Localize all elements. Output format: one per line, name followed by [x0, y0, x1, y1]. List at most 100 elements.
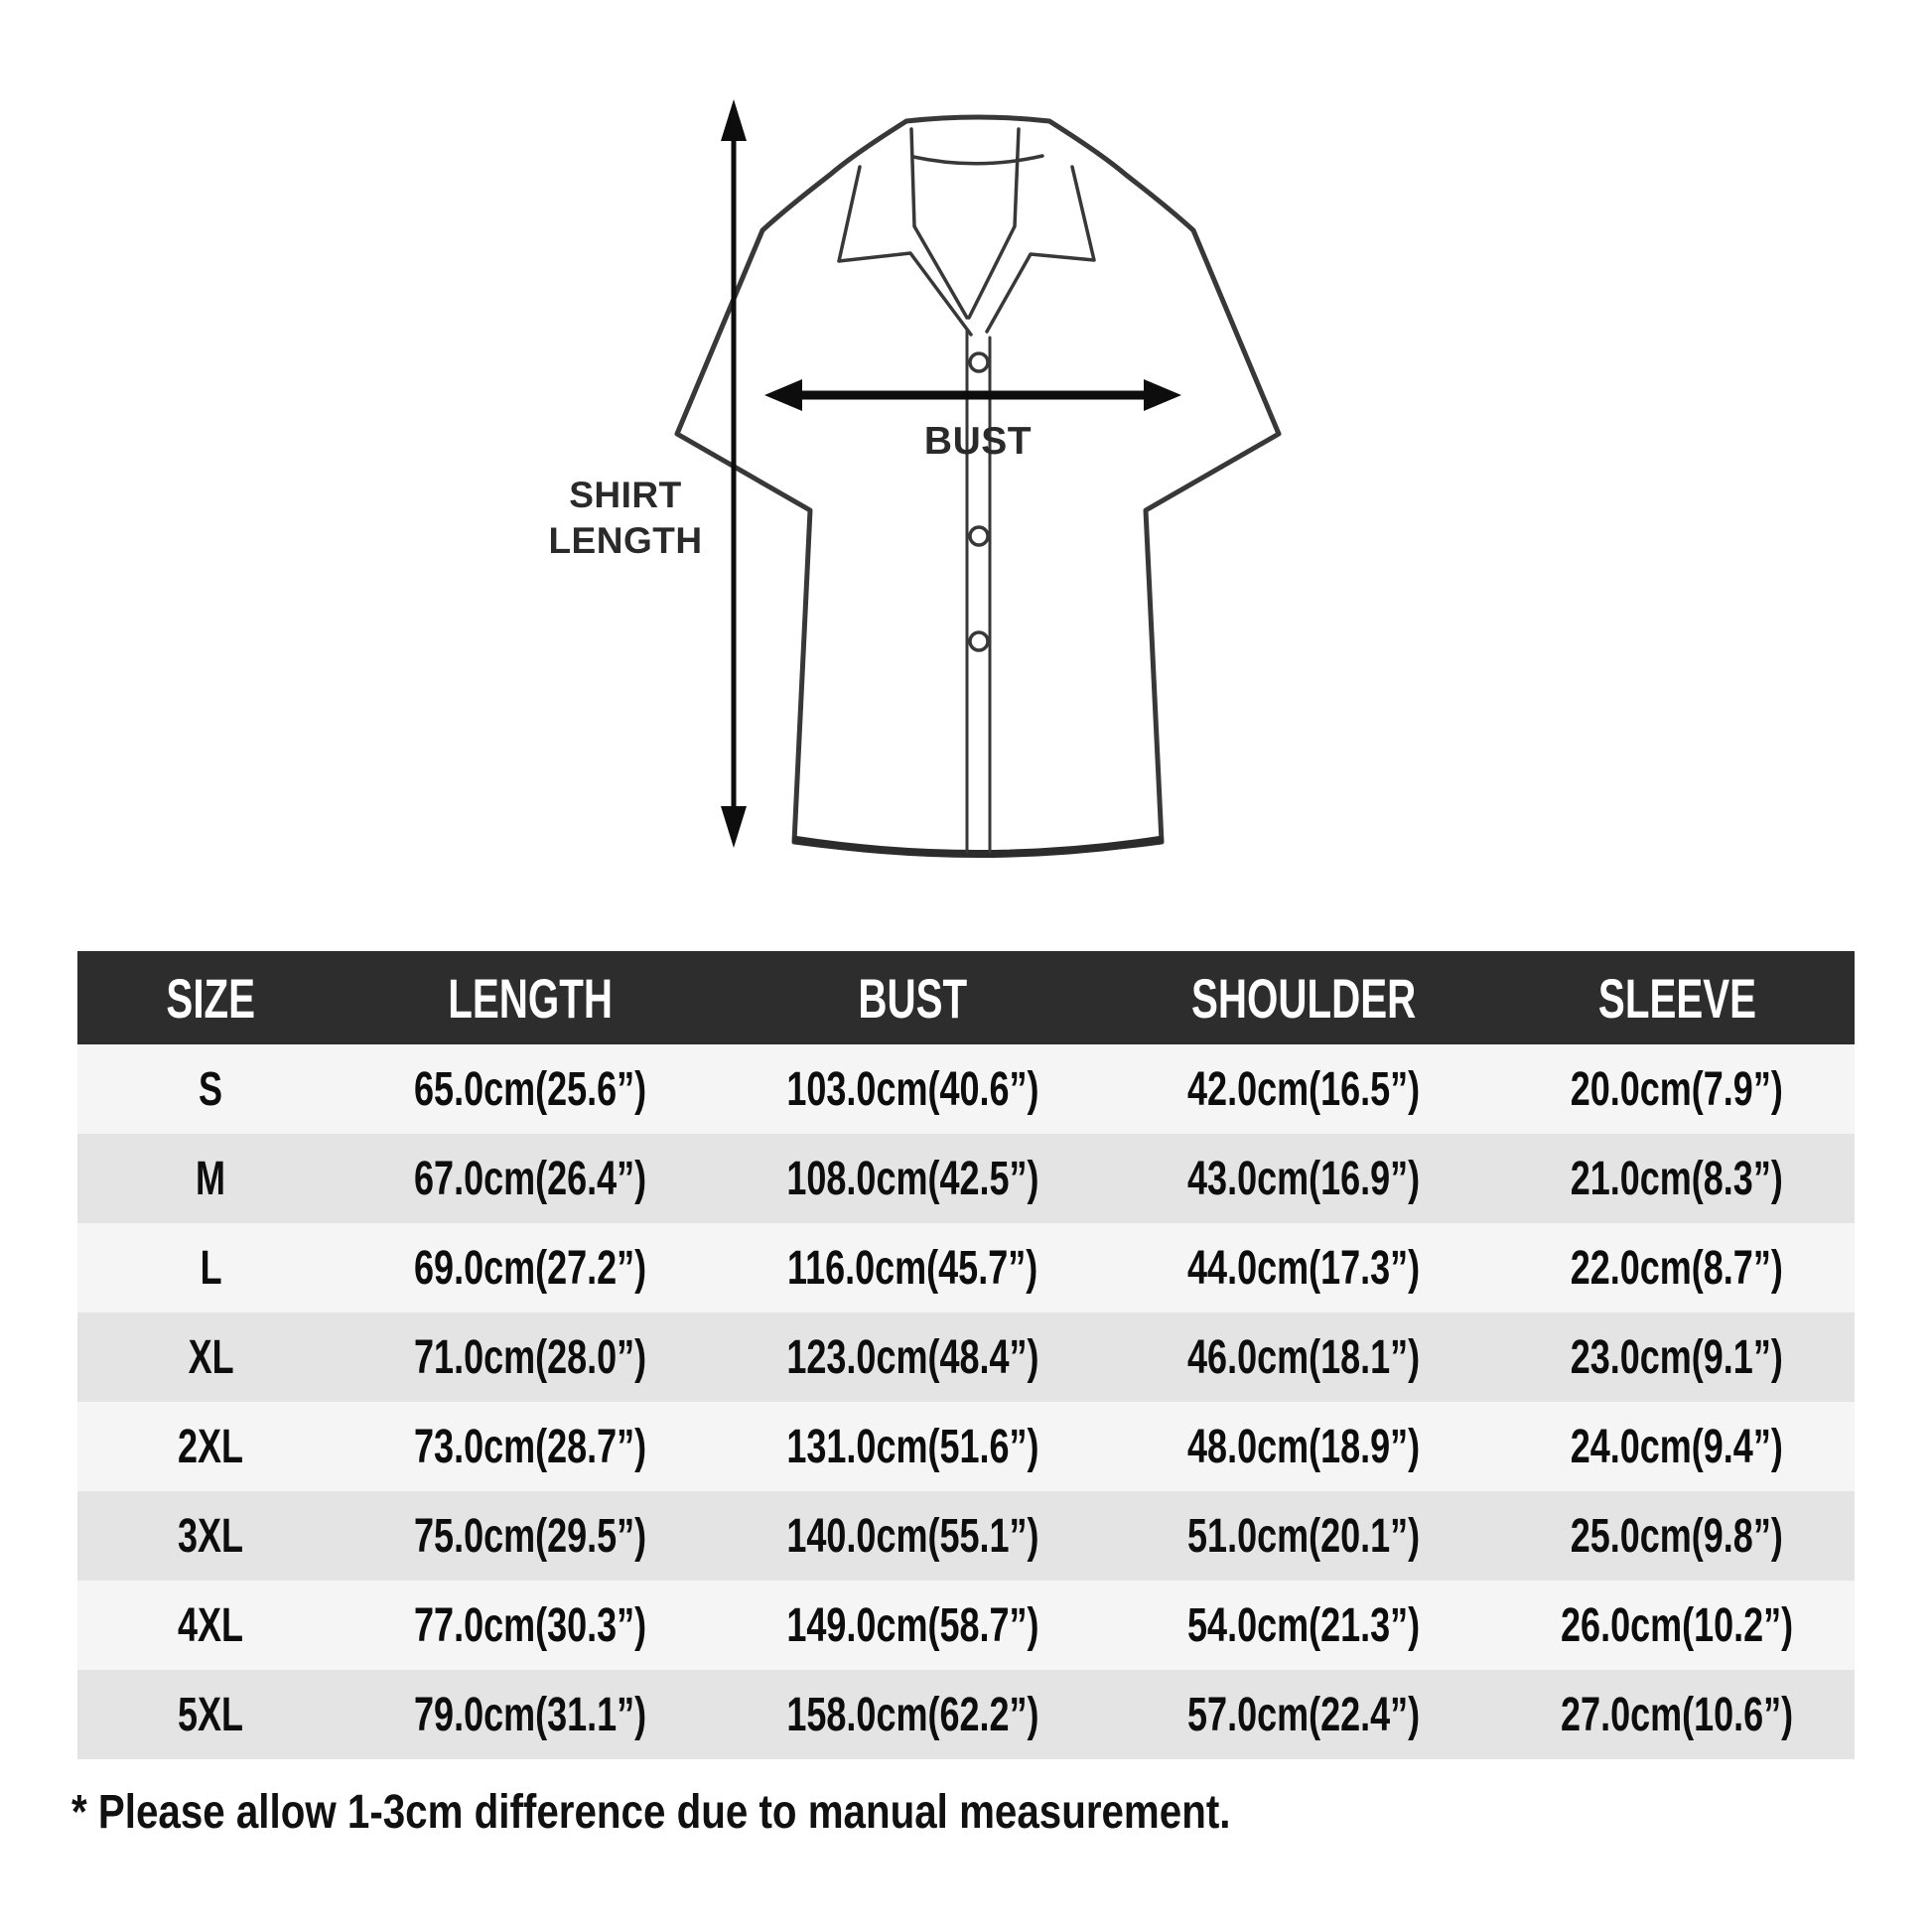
size-value: L — [200, 1241, 222, 1295]
table-row-2xl: 2XL 73.0cm(28.7”) 131.0cm(51.6”) 48.0cm(… — [77, 1402, 1855, 1491]
column-header-bust: BUST — [717, 951, 1109, 1044]
cell-bust: 116.0cm(45.7”) — [717, 1223, 1108, 1312]
column-header-bust-label: BUST — [858, 966, 968, 1030]
shoulder-value: 54.0cm(21.3”) — [1187, 1598, 1421, 1652]
cell-shoulder: 44.0cm(17.3”) — [1108, 1223, 1499, 1312]
length-value: 71.0cm(28.0”) — [414, 1330, 647, 1384]
shirt-length-arrow — [721, 99, 747, 848]
sleeve-value: 25.0cm(9.8”) — [1570, 1509, 1784, 1563]
button-3 — [968, 630, 990, 652]
cell-length: 75.0cm(29.5”) — [345, 1491, 718, 1581]
column-header-size-label: SIZE — [166, 966, 256, 1030]
cell-size: 2XL — [77, 1402, 345, 1491]
shirt-diagram — [674, 99, 1282, 858]
cell-sleeve: 25.0cm(9.8”) — [1499, 1491, 1855, 1581]
table-row-5xl: 5XL 79.0cm(31.1”) 158.0cm(62.2”) 57.0cm(… — [77, 1670, 1855, 1759]
cell-sleeve: 26.0cm(10.2”) — [1499, 1581, 1855, 1670]
bust-value: 116.0cm(45.7”) — [787, 1241, 1038, 1295]
table-row-s: S 65.0cm(25.6”) 103.0cm(40.6”) 42.0cm(16… — [77, 1044, 1855, 1134]
cell-length: 77.0cm(30.3”) — [345, 1581, 718, 1670]
cell-shoulder: 48.0cm(18.9”) — [1108, 1402, 1499, 1491]
cell-size: M — [77, 1134, 345, 1223]
table-row-3xl: 3XL 75.0cm(29.5”) 140.0cm(55.1”) 51.0cm(… — [77, 1491, 1855, 1581]
sleeve-value: 24.0cm(9.4”) — [1570, 1420, 1784, 1473]
shoulder-value: 57.0cm(22.4”) — [1187, 1688, 1421, 1741]
measurement-disclaimer: * Please allow 1-3cm difference due to m… — [71, 1786, 1231, 1839]
cell-size: L — [77, 1223, 345, 1312]
shoulder-value: 46.0cm(18.1”) — [1187, 1330, 1421, 1384]
bust-value: 158.0cm(62.2”) — [786, 1688, 1039, 1741]
collar-leaf-left — [837, 165, 973, 337]
shirt-hem — [792, 836, 1164, 858]
length-value: 75.0cm(29.5”) — [414, 1509, 647, 1563]
length-value: 65.0cm(25.6”) — [414, 1062, 647, 1116]
table-row-xl: XL 71.0cm(28.0”) 123.0cm(48.4”) 46.0cm(1… — [77, 1312, 1855, 1402]
cell-bust: 131.0cm(51.6”) — [717, 1402, 1108, 1491]
cell-length: 65.0cm(25.6”) — [345, 1044, 718, 1134]
cell-shoulder: 51.0cm(20.1”) — [1108, 1491, 1499, 1581]
length-value: 69.0cm(27.2”) — [414, 1241, 647, 1295]
shirt-length-label-line1: SHIRT — [569, 475, 682, 515]
cell-shoulder: 46.0cm(18.1”) — [1108, 1312, 1499, 1402]
cell-sleeve: 22.0cm(8.7”) — [1499, 1223, 1855, 1312]
size-value: 5XL — [178, 1688, 244, 1741]
size-value: 3XL — [178, 1509, 244, 1563]
neck-line-right — [967, 127, 1021, 320]
column-header-size: SIZE — [77, 951, 345, 1044]
column-header-length-label: LENGTH — [448, 966, 614, 1030]
cell-size: S — [77, 1044, 345, 1134]
button-2 — [968, 525, 990, 547]
shoulder-value: 48.0cm(18.9”) — [1187, 1420, 1421, 1473]
shirt-length-label: SHIRT LENGTH — [467, 473, 784, 564]
cell-length: 69.0cm(27.2”) — [345, 1223, 718, 1312]
cell-length: 73.0cm(28.7”) — [345, 1402, 718, 1491]
size-value: 2XL — [178, 1420, 244, 1473]
column-header-shoulder-label: SHOULDER — [1190, 966, 1417, 1030]
cell-sleeve: 21.0cm(8.3”) — [1499, 1134, 1855, 1223]
size-value: XL — [188, 1330, 234, 1384]
size-table: SIZE LENGTH BUST SHOULDER SLEEVE S 65.0c… — [77, 951, 1855, 1759]
table-row-l: L 69.0cm(27.2”) 116.0cm(45.7”) 44.0cm(17… — [77, 1223, 1855, 1312]
cell-bust: 108.0cm(42.5”) — [717, 1134, 1108, 1223]
button-1 — [968, 351, 990, 373]
cell-bust: 158.0cm(62.2”) — [717, 1670, 1108, 1759]
shoulder-value: 44.0cm(17.3”) — [1187, 1241, 1421, 1295]
table-row-m: M 67.0cm(26.4”) 108.0cm(42.5”) 43.0cm(16… — [77, 1134, 1855, 1223]
shirt-length-label-line2: LENGTH — [548, 520, 703, 561]
bust-value: 149.0cm(58.7”) — [786, 1598, 1039, 1652]
collar-stand — [911, 154, 1044, 166]
cell-bust: 149.0cm(58.7”) — [717, 1581, 1108, 1670]
cell-bust: 140.0cm(55.1”) — [717, 1491, 1108, 1581]
cell-shoulder: 43.0cm(16.9”) — [1108, 1134, 1499, 1223]
column-header-sleeve: SLEEVE — [1498, 951, 1855, 1044]
table-row-4xl: 4XL 77.0cm(30.3”) 149.0cm(58.7”) 54.0cm(… — [77, 1581, 1855, 1670]
cell-size: 4XL — [77, 1581, 345, 1670]
cell-shoulder: 54.0cm(21.3”) — [1108, 1581, 1499, 1670]
column-header-shoulder: SHOULDER — [1108, 951, 1499, 1044]
sleeve-value: 21.0cm(8.3”) — [1570, 1152, 1784, 1205]
cell-sleeve: 24.0cm(9.4”) — [1499, 1402, 1855, 1491]
cell-length: 71.0cm(28.0”) — [345, 1312, 718, 1402]
cell-bust: 103.0cm(40.6”) — [717, 1044, 1108, 1134]
cell-length: 67.0cm(26.4”) — [345, 1134, 718, 1223]
sleeve-value: 27.0cm(10.6”) — [1560, 1688, 1794, 1741]
length-value: 79.0cm(31.1”) — [414, 1688, 647, 1741]
sleeve-value: 22.0cm(8.7”) — [1570, 1241, 1784, 1295]
cell-sleeve: 20.0cm(7.9”) — [1499, 1044, 1855, 1134]
column-header-sleeve-label: SLEEVE — [1597, 966, 1756, 1030]
bust-value: 131.0cm(51.6”) — [786, 1420, 1039, 1473]
cell-sleeve: 23.0cm(9.1”) — [1499, 1312, 1855, 1402]
size-value: 4XL — [178, 1598, 244, 1652]
bust-value: 108.0cm(42.5”) — [786, 1152, 1039, 1205]
cell-shoulder: 42.0cm(16.5”) — [1108, 1044, 1499, 1134]
table-header-row: SIZE LENGTH BUST SHOULDER SLEEVE — [77, 951, 1855, 1044]
cell-size: 5XL — [77, 1670, 345, 1759]
collar-leaf-right — [985, 165, 1096, 334]
bust-value: 103.0cm(40.6”) — [786, 1062, 1039, 1116]
cell-bust: 123.0cm(48.4”) — [717, 1312, 1108, 1402]
cell-size: XL — [77, 1312, 345, 1402]
length-value: 77.0cm(30.3”) — [414, 1598, 647, 1652]
cell-length: 79.0cm(31.1”) — [345, 1670, 718, 1759]
bust-value: 140.0cm(55.1”) — [786, 1509, 1039, 1563]
